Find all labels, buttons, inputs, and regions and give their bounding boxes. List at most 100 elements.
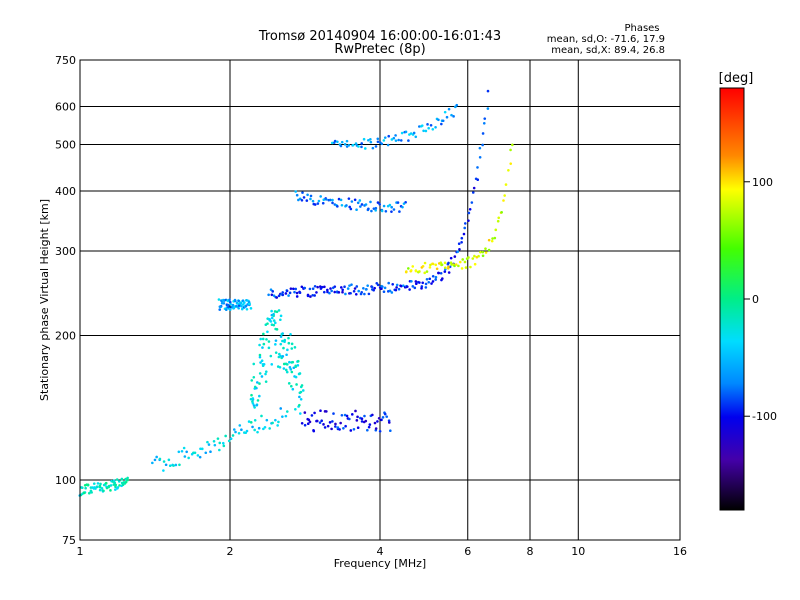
data-point-f-o-trace [272,294,276,297]
data-point-e-layer [262,427,265,431]
data-point-es-tail [325,410,328,413]
data-point-f1-low [234,305,238,308]
data-point-e-layer [247,420,251,423]
data-point-low-e [109,484,113,487]
data-point-f-o-trace [357,289,361,293]
data-point-f1-low [222,301,226,305]
data-point-f-x-trace [443,266,447,269]
data-point-f-o-trace [486,107,490,110]
data-point-f-o-trace [318,285,322,288]
data-point-f-x-trace [469,265,472,269]
data-point-low-e [115,478,119,481]
data-point-e-spread [294,407,297,411]
data-point-e-layer [253,419,257,422]
data-point-f1-low [229,302,232,306]
chart-title: Tromsø 20140904 16:00:00-16:01:43 [258,29,501,44]
x-tick-label: 10 [571,545,585,558]
data-point-f-o-trace [427,280,431,284]
data-point-oblique-500 [394,134,397,137]
data-point-low-e [99,482,102,486]
data-point-f-o-trace [481,132,485,135]
data-point-f-o-trace [410,279,413,283]
data-point-e-layer [212,439,216,443]
data-point-f-o-trace [306,294,310,298]
data-point-f-o-trace [382,290,386,293]
data-point-e-layer [164,463,168,467]
data-point-e-spread [262,342,266,346]
data-point-e-layer [274,418,277,422]
data-point-oblique-500 [367,138,370,142]
data-point-low-e [113,481,117,485]
data-point-oblique-500 [392,136,396,140]
data-point-f-o-trace [322,290,326,294]
data-point-f-o-trace [295,291,299,295]
data-point-f-x-trace [500,210,503,214]
data-point-f-o-trace [456,250,459,254]
data-point-es-tail [322,423,325,426]
data-point-f-o-trace [397,287,401,291]
data-point-f-x-trace [414,269,418,273]
data-point-oblique-500 [429,123,433,127]
data-point-f1-low [241,303,245,306]
data-point-f-o-trace [287,294,290,297]
data-point-e-layer [174,463,178,467]
y-tick-label: 75 [62,534,76,547]
data-point-oblique-500 [422,129,425,133]
data-point-e-spread [275,328,279,331]
data-point-e-layer [162,469,165,472]
data-point-f-x-trace [507,168,510,172]
data-point-e-spread [290,347,294,350]
data-point-oblique-500 [362,137,366,141]
data-point-es-tail [319,409,322,412]
data-point-f-o-trace [353,287,357,290]
y-tick-label: 300 [55,245,76,258]
data-point-f-o-trace [458,247,461,251]
data-point-e-spread [269,354,273,358]
data-point-e-layer [162,460,166,463]
data-point-e-spread [285,370,289,374]
data-point-oblique-500 [445,115,449,119]
data-point-low-e [95,485,99,488]
data-point-oblique-380 [339,198,343,202]
data-point-oblique-500 [360,142,364,145]
data-point-oblique-500 [427,126,430,130]
data-point-e-layer [177,450,181,454]
data-point-f-o-trace [463,222,467,225]
data-point-oblique-500 [340,140,344,144]
data-point-low-e [124,480,128,484]
data-point-low-e [90,491,93,494]
data-point-es-tail [303,423,307,427]
data-point-e-layer [234,430,237,434]
data-point-f-x-trace [409,269,413,272]
data-point-e-layer [196,454,200,457]
data-point-es-tail [360,417,364,421]
data-point-f-o-trace [326,290,329,294]
data-point-oblique-380 [372,207,376,210]
data-point-f-o-trace [408,288,411,291]
data-point-low-e [80,486,83,489]
data-point-e-layer [265,418,269,422]
data-point-e-layer [172,464,175,467]
data-point-oblique-500 [452,115,455,118]
data-point-f1-low [233,298,237,302]
y-axis-label: Stationary phase Virtual Height [km] [38,199,51,401]
data-point-f-x-trace [458,260,462,264]
data-point-es-tail [366,428,369,432]
data-point-oblique-380 [302,196,306,199]
data-point-e-spread [261,337,265,341]
data-point-f-o-trace [320,285,324,289]
data-point-oblique-380 [322,198,326,201]
data-point-low-e [92,482,96,485]
data-point-es-tail [356,426,360,430]
y-tick-label: 200 [55,330,76,343]
data-point-es-tail [350,413,354,416]
data-point-oblique-500 [394,139,398,142]
data-point-f-x-trace [487,238,491,242]
data-point-es-tail [363,414,366,418]
phases-o-stats: mean, sd,O: -71.6, 17.9 [547,34,665,45]
data-point-oblique-380 [321,201,325,205]
data-point-f-o-trace [387,281,390,285]
data-point-oblique-500 [400,131,404,135]
data-point-f-o-trace [402,284,405,287]
data-point-e-spread [269,320,273,323]
